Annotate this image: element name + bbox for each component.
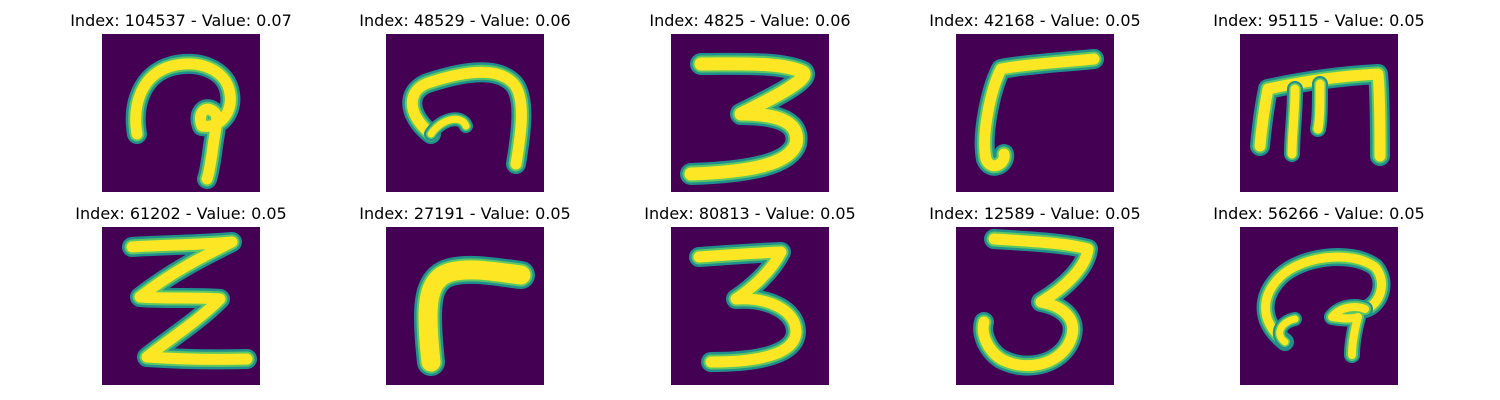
digit-image-9 [1240,227,1398,385]
panel-title-5: Index: 61202 - Value: 0.05 [75,204,287,223]
image-svg-5 [102,227,260,385]
panel-title-6: Index: 27191 - Value: 0.05 [359,204,571,223]
digit-image-2 [671,34,829,192]
glyph-strokes [402,62,532,174]
panel-title-7: Index: 80813 - Value: 0.05 [644,204,856,223]
digit-image-5 [102,227,260,385]
image-svg-7 [671,227,829,385]
image-svg-4 [1240,34,1398,192]
glyph-strokes [973,229,1098,376]
image-svg-2 [671,34,829,192]
digit-image-0 [102,34,260,192]
image-svg-1 [386,34,544,192]
glyph-strokes [680,52,816,185]
digit-image-8 [956,227,1114,385]
image-svg-9 [1240,227,1398,385]
image-background [386,227,544,385]
digit-image-3 [956,34,1114,192]
image-svg-0 [102,34,260,192]
digit-image-7 [671,227,829,385]
image-svg-6 [386,227,544,385]
panel-title-0: Index: 104537 - Value: 0.07 [70,11,292,30]
digit-image-6 [386,227,544,385]
panel-title-2: Index: 4825 - Value: 0.06 [649,11,851,30]
panel-title-1: Index: 48529 - Value: 0.06 [359,11,571,30]
glyph-strokes [414,255,535,376]
image-svg-8 [956,227,1114,385]
image-svg-3 [956,34,1114,192]
panel-title-9: Index: 56266 - Value: 0.05 [1213,204,1425,223]
digit-image-1 [386,34,544,192]
glyph-strokes [122,232,257,370]
panel-title-8: Index: 12589 - Value: 0.05 [929,204,1141,223]
glyph-strokes [1256,248,1391,363]
glyph-strokes [689,242,806,372]
glyph-strokes [125,53,241,189]
panel-title-3: Index: 42168 - Value: 0.05 [929,11,1141,30]
glyph-strokes [974,49,1104,176]
glyph-strokes [1250,64,1390,166]
digit-image-4 [1240,34,1398,192]
panel-title-4: Index: 95115 - Value: 0.05 [1213,11,1425,30]
